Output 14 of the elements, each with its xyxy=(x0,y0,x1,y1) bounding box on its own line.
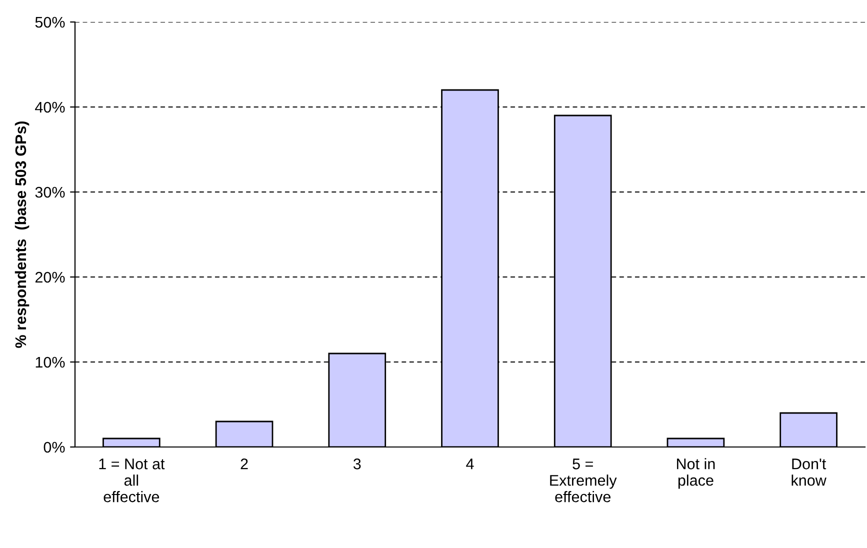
x-tick-label: Not in place xyxy=(677,458,715,489)
x-tick-label: 3 xyxy=(353,458,361,470)
x-tick-label: Don't know xyxy=(792,458,826,486)
x-tick-label: 2 xyxy=(240,458,248,470)
y-tick-label: 0% xyxy=(44,442,65,453)
y-tick-label: 40% xyxy=(35,102,65,113)
x-tick-label: 1 = Not at all effective xyxy=(99,458,165,502)
y-tick-label: 50% xyxy=(35,16,65,28)
y-axis-title: % respondents (base 503 GPs) xyxy=(14,121,30,348)
y-tick-label: 20% xyxy=(35,272,65,283)
x-tick-label: 4 xyxy=(466,458,474,470)
y-tick-label: 10% xyxy=(36,356,65,368)
y-tick-label: 30% xyxy=(35,186,65,198)
x-tick-label: 5 = Extremely effective xyxy=(550,458,617,502)
